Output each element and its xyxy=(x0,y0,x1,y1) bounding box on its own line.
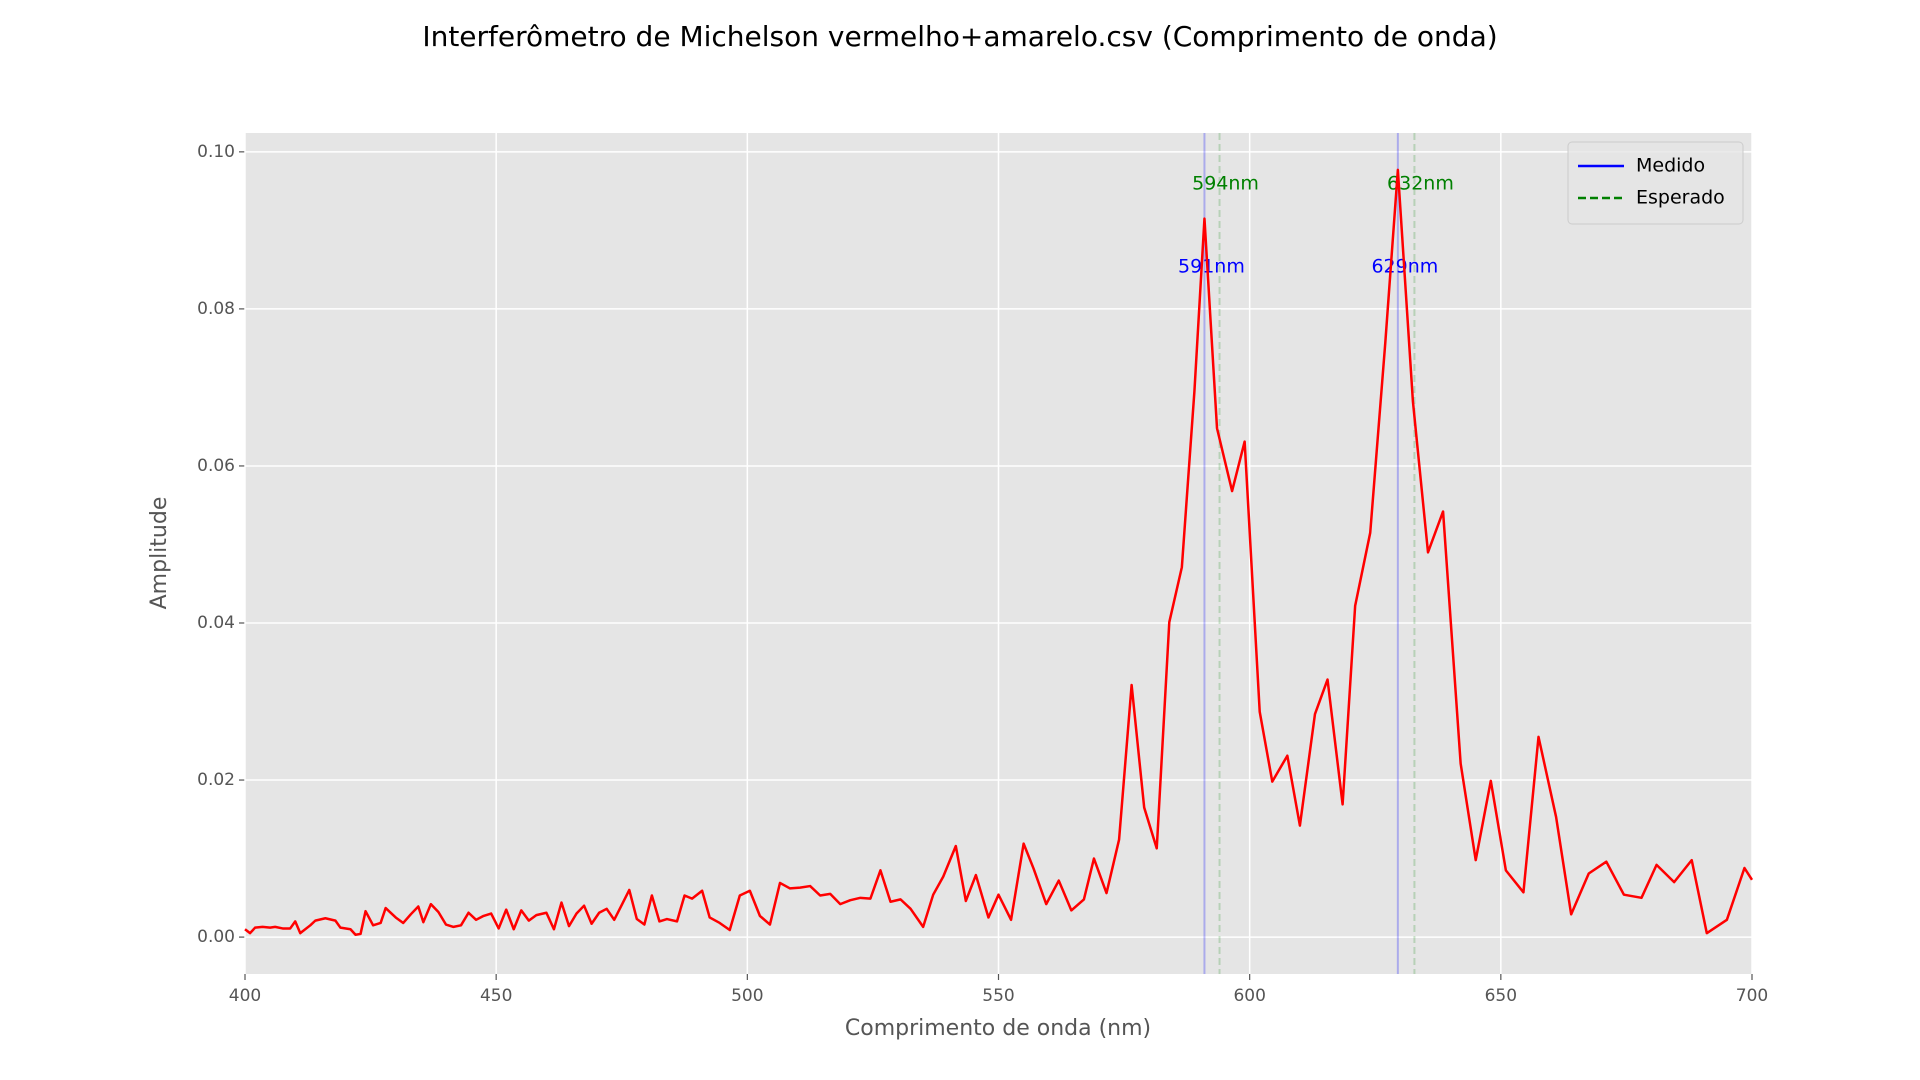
data-line xyxy=(244,168,1754,936)
y-tick-label: 0.10 xyxy=(197,142,235,162)
legend-label: Medido xyxy=(1636,155,1705,177)
y-tick-label: 0.00 xyxy=(197,927,235,947)
reference-label: 591nm xyxy=(1178,256,1245,278)
x-tick-label: 500 xyxy=(731,986,763,1006)
y-tick-label: 0.06 xyxy=(197,456,235,476)
chart-title: Interferômetro de Michelson vermelho+ama… xyxy=(422,20,1497,53)
x-tick-label: 550 xyxy=(982,986,1014,1006)
legend-box xyxy=(1567,141,1744,225)
x-tick-label: 450 xyxy=(480,986,512,1006)
reference-label: 632nm xyxy=(1387,172,1454,194)
x-tick-label: 700 xyxy=(1736,986,1768,1006)
y-tick-label: 0.02 xyxy=(197,770,235,790)
x-tick-label: 600 xyxy=(1233,986,1265,1006)
y-axis-label: Amplitude xyxy=(147,497,172,610)
x-tick-label: 650 xyxy=(1485,986,1517,1006)
x-axis-label: Comprimento de onda (nm) xyxy=(845,1016,1151,1041)
reference-label: 594nm xyxy=(1192,172,1259,194)
y-tick-label: 0.08 xyxy=(197,299,235,319)
x-tick-label: 400 xyxy=(229,986,261,1006)
y-tick-label: 0.04 xyxy=(197,613,235,633)
legend-label: Esperado xyxy=(1636,187,1725,209)
